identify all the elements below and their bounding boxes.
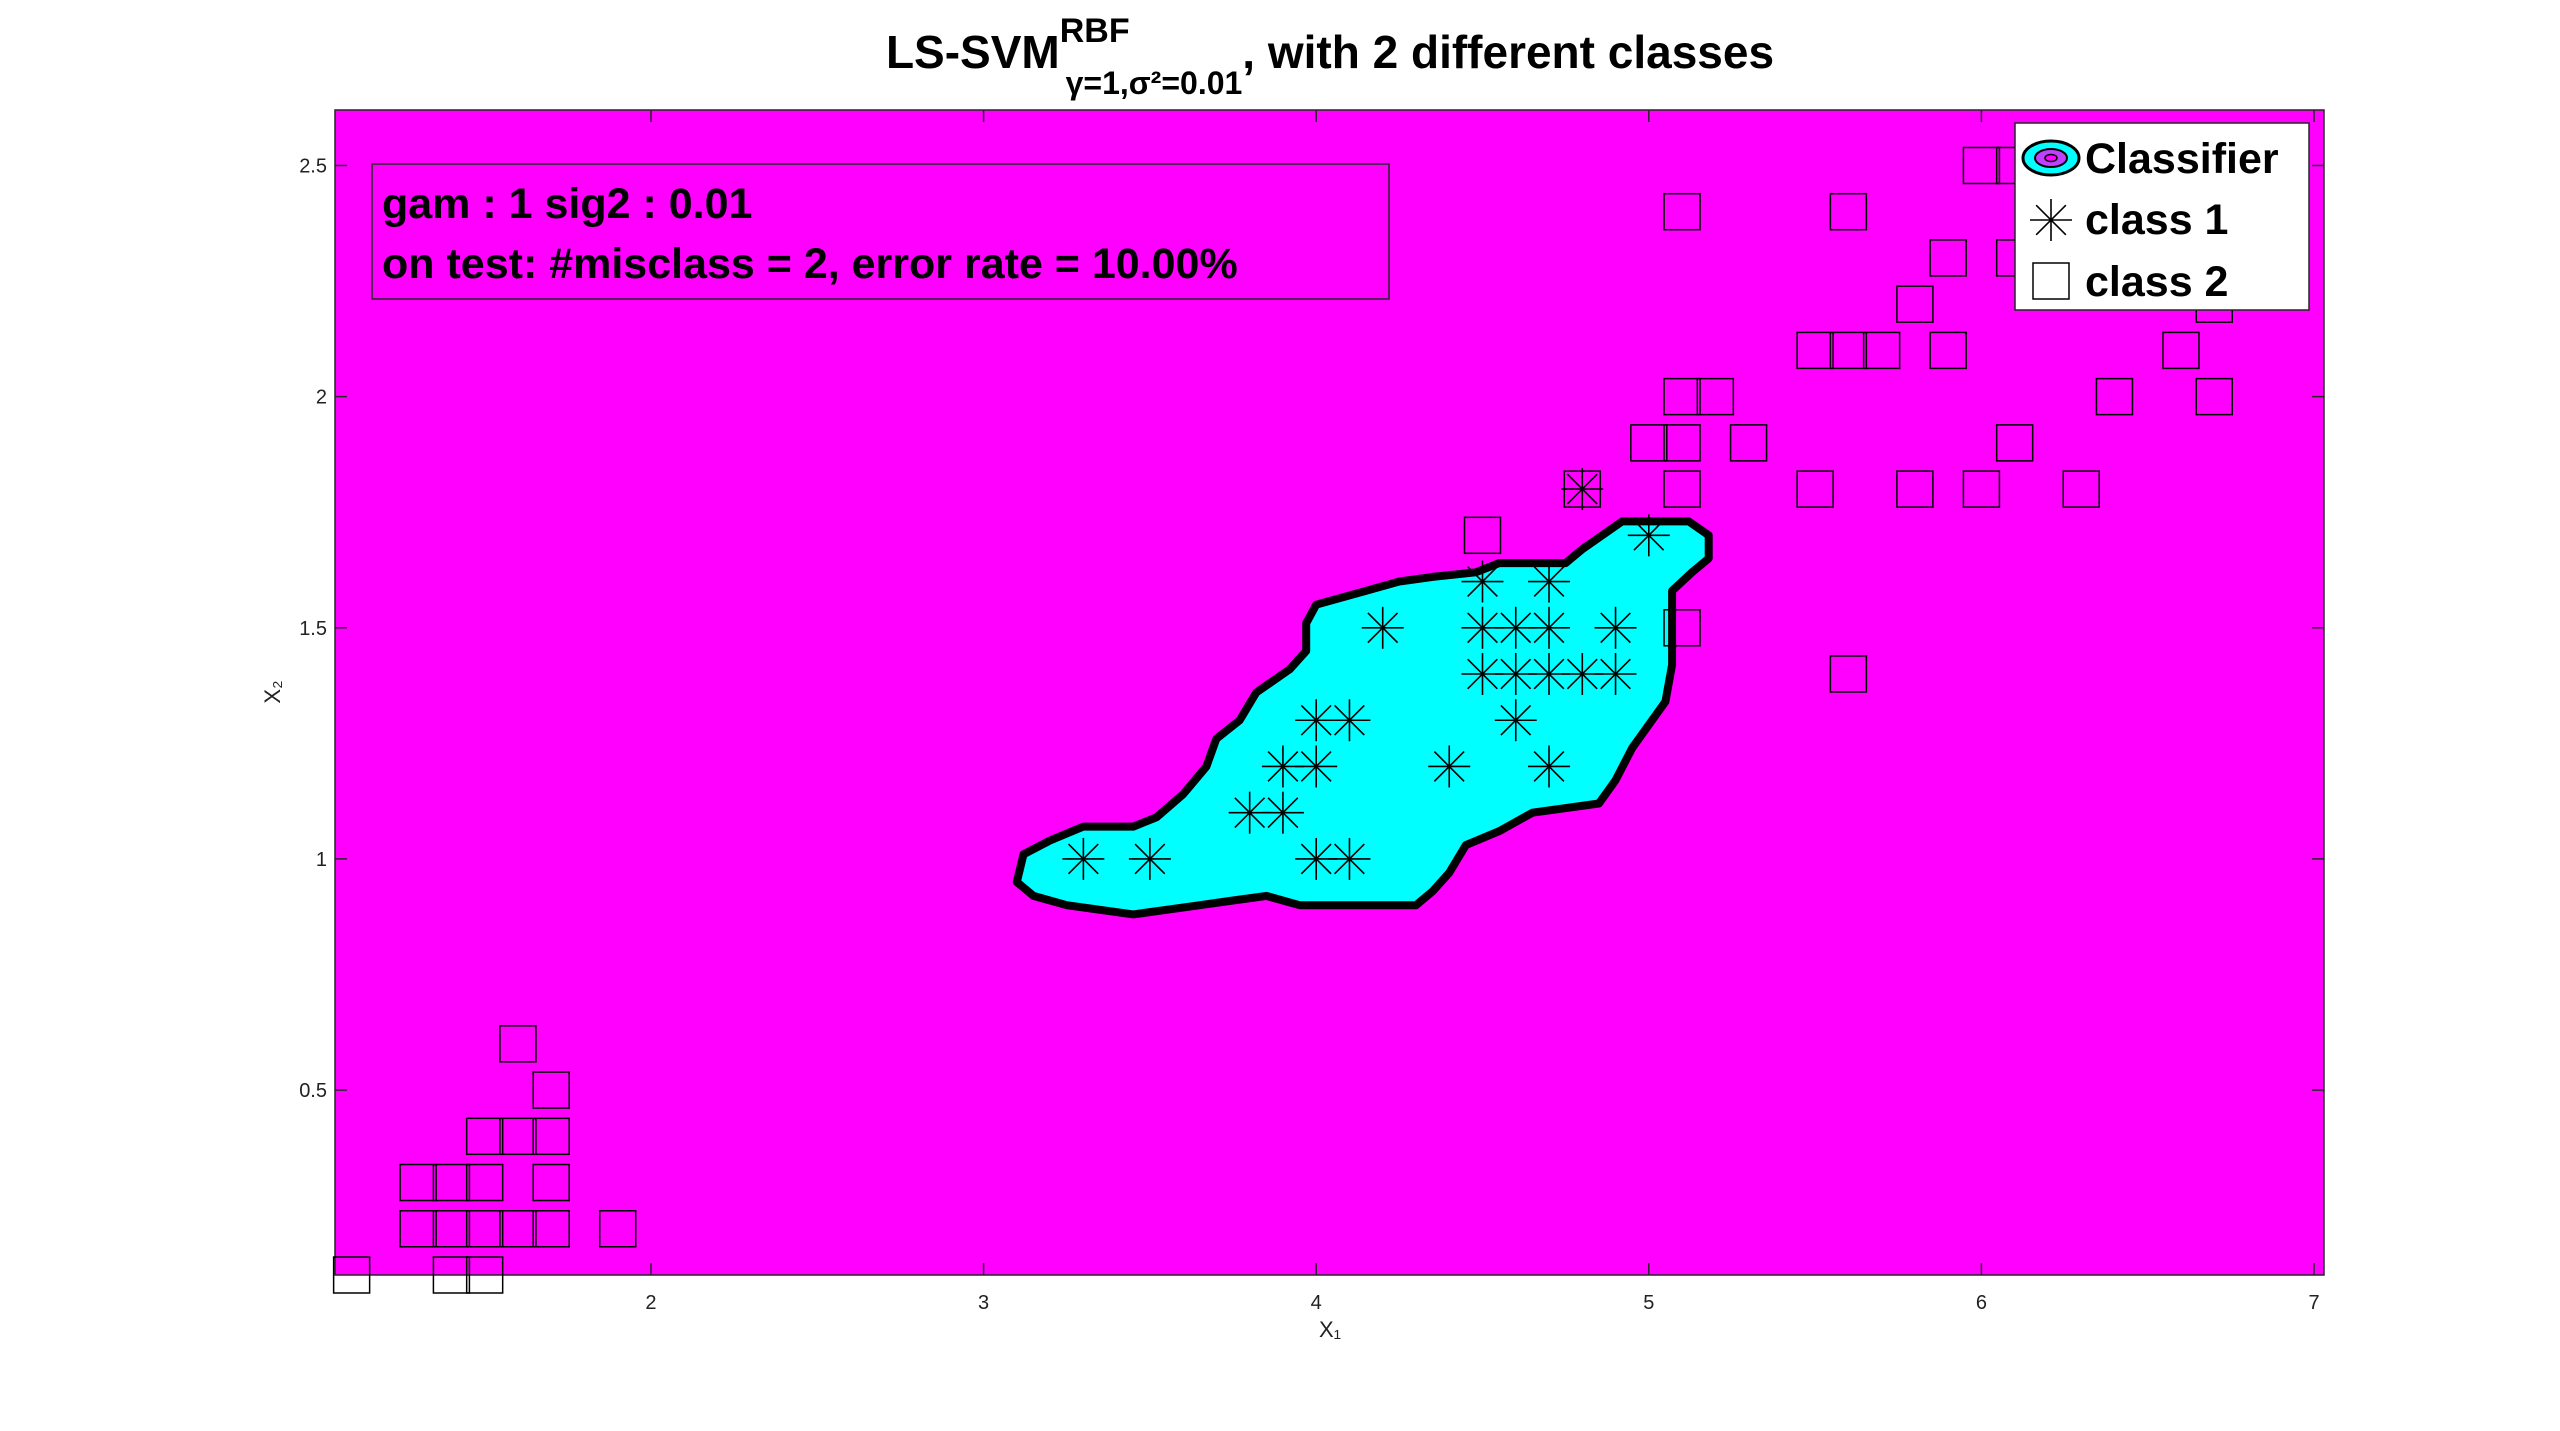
class-2-point xyxy=(1829,655,1868,693)
class-2-point xyxy=(1463,516,1502,555)
class-1-point xyxy=(1528,606,1571,649)
legend-label-classifier: Classifier xyxy=(2085,135,2279,183)
legend: Classifier class 1 class 2 xyxy=(2014,122,2310,311)
axis-ticks: 2 3 4 5 6 7 0.5 1 1.5 2 2.5 xyxy=(299,110,2324,1314)
class-1-point xyxy=(1594,653,1637,696)
y-axis-label: X₂ xyxy=(260,680,285,703)
class-1-point xyxy=(1328,699,1371,742)
class-1-point xyxy=(1295,745,1338,788)
class-2-point xyxy=(399,1163,437,1202)
legend-label-class-1: class 1 xyxy=(2085,196,2228,244)
class-2-point xyxy=(1663,609,1701,647)
class-1-point xyxy=(1328,837,1371,880)
class-2-point xyxy=(1663,470,1701,508)
class-2-point xyxy=(1796,470,1834,508)
annotation-line-1: gam : 1 sig2 : 0.01 xyxy=(382,180,752,228)
class-1-point xyxy=(1128,837,1171,880)
y-tick-label: 1 xyxy=(316,849,327,871)
y-tick-label: 1.5 xyxy=(299,618,327,640)
class-2-point xyxy=(532,1163,570,1202)
class-1-point xyxy=(1528,745,1571,788)
class-1-point xyxy=(1494,699,1537,742)
class-2-point xyxy=(465,1210,504,1248)
class-2-point xyxy=(1663,424,1701,462)
class-2-point xyxy=(1929,331,1967,370)
class-2-point xyxy=(1696,377,1735,416)
class-1-point xyxy=(1428,745,1471,788)
legend-square-icon xyxy=(2032,262,2070,300)
annotation-line-2: on test: #misclass = 2, error rate = 10.… xyxy=(382,240,1238,288)
class-1-point xyxy=(1561,468,1604,511)
class-1-point xyxy=(1361,606,1404,649)
class-2-point xyxy=(1829,331,1868,370)
class-2-point xyxy=(465,1163,504,1202)
class-2-point xyxy=(2162,331,2200,370)
x-tick-label: 6 xyxy=(1976,1292,1987,1314)
x-tick-label: 7 xyxy=(2308,1292,2319,1314)
title-suffix: , with 2 different classes xyxy=(1242,26,1774,78)
class-1-point xyxy=(1062,837,1105,880)
legend-label-class-2: class 2 xyxy=(2085,258,2228,306)
class-2-point xyxy=(1995,424,2034,462)
legend-classifier-icon xyxy=(2021,139,2081,177)
class-2-point xyxy=(1896,470,1934,508)
class-2-point xyxy=(1663,377,1701,416)
class-2-point xyxy=(1962,146,2001,185)
x-tick-label: 5 xyxy=(1643,1292,1654,1314)
class-2-point xyxy=(532,1210,570,1248)
class-2-point xyxy=(1729,424,1768,462)
class-2-point xyxy=(2062,470,2100,508)
class-2-point xyxy=(532,1117,570,1156)
class-2-point xyxy=(1896,285,1934,323)
class-2-point xyxy=(432,1210,471,1248)
chart-title: LS-SVMRBF γ=1,σ²=0.01, with 2 different c… xyxy=(886,12,1774,101)
class-2-point xyxy=(1630,424,1668,462)
class-2-point xyxy=(499,1025,537,1063)
class-2-point xyxy=(432,1256,471,1294)
class-1-point xyxy=(1494,653,1537,696)
class-2-point xyxy=(465,1256,504,1294)
classifier-region-layer xyxy=(1012,517,1713,919)
class-2-point xyxy=(1796,331,1834,370)
class-2-point xyxy=(1563,470,1602,508)
class-1-point xyxy=(1461,560,1504,603)
class-2-point xyxy=(1829,192,1868,231)
class-2-point xyxy=(2095,377,2134,416)
x-axis-label: X₁ xyxy=(1319,1317,1341,1342)
y-tick-label: 2 xyxy=(316,387,327,409)
class-1-point xyxy=(1528,560,1571,603)
class-2-point xyxy=(499,1117,537,1156)
class-1-point xyxy=(1594,606,1637,649)
title-main: LS-SVM xyxy=(886,26,1060,78)
class-2-point xyxy=(1929,239,1967,277)
class-2-point xyxy=(2195,377,2233,416)
class-2-point xyxy=(598,1210,637,1248)
x-tick-label: 2 xyxy=(645,1292,656,1314)
title-subscript: γ=1,σ²=0.01 xyxy=(1066,65,1243,101)
class-2-point xyxy=(332,1256,371,1294)
class-1-point xyxy=(1261,791,1304,834)
legend-asterisk-icon xyxy=(2030,199,2072,241)
class-2-point xyxy=(1962,470,2001,508)
class-2-point xyxy=(532,1071,570,1109)
class-2-point xyxy=(432,1163,471,1202)
class-2-point xyxy=(399,1210,437,1248)
legend-asterisk-mark xyxy=(2030,199,2072,241)
x-tick-label: 3 xyxy=(978,1292,989,1314)
y-tick-label: 0.5 xyxy=(299,1080,327,1102)
class-2-point xyxy=(1663,192,1701,231)
x-tick-label: 4 xyxy=(1311,1292,1322,1314)
class-1-point xyxy=(1627,514,1670,557)
annotation-box xyxy=(371,163,1390,300)
classifier-region xyxy=(1012,517,1713,919)
class-2-point xyxy=(465,1117,504,1156)
title-superscript: RBF xyxy=(1060,12,1130,50)
class-2-point xyxy=(1862,331,1901,370)
y-tick-label: 2.5 xyxy=(299,155,327,177)
class-2-point xyxy=(499,1210,537,1248)
